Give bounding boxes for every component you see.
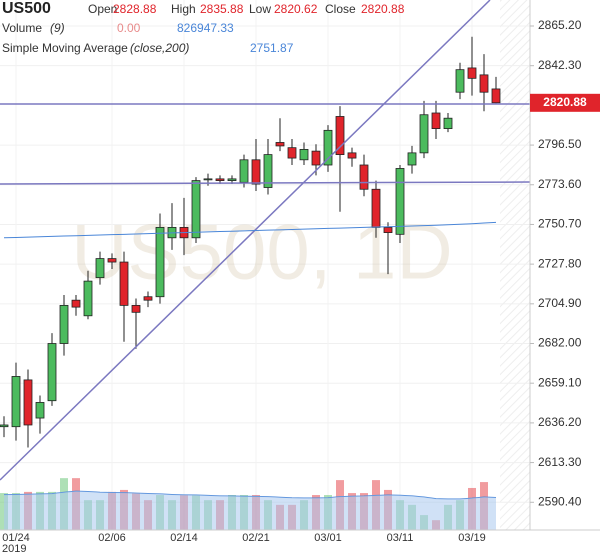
candle-body: [263, 154, 273, 188]
candle-body: [107, 258, 117, 263]
price-tag-label: 2820.88: [543, 95, 587, 109]
candle-body: [323, 129, 333, 166]
candle-body: [203, 178, 213, 181]
candle-body: [431, 112, 441, 130]
candle-body: [35, 402, 45, 419]
candle-body: [155, 226, 165, 298]
candle-body: [479, 74, 489, 93]
x-tick-label: 02/14: [170, 532, 198, 544]
legend-value: 0.00: [117, 21, 141, 35]
y-tick-label: 2636.20: [538, 415, 582, 429]
volume-ma-area: [4, 491, 496, 530]
candle-body: [491, 88, 501, 104]
candle-body: [239, 159, 249, 183]
year-label: 2019: [2, 543, 26, 555]
candle-body: [335, 116, 345, 155]
candle-body: [23, 379, 33, 426]
y-tick-label: 2682.00: [538, 336, 582, 350]
candle-body: [275, 142, 285, 147]
candle-body: [419, 114, 429, 154]
legend-label: Volume: [2, 21, 42, 35]
legend-label: (close,200): [130, 41, 189, 55]
candle-body: [251, 159, 261, 185]
y-tick-label: 2750.70: [538, 217, 582, 231]
legend-label: High: [171, 2, 196, 16]
legend-label: Low: [249, 2, 271, 16]
symbol: US500: [2, 0, 51, 17]
candle-body: [11, 376, 21, 428]
price-tag: [530, 93, 600, 112]
legend-label: Simple Moving Average: [2, 41, 128, 55]
y-tick-label: 2613.30: [538, 455, 582, 469]
candle-body: [83, 280, 93, 317]
candle-body: [407, 152, 417, 166]
y-tick-label: 2842.30: [538, 58, 582, 72]
legend-value: 2751.87: [250, 41, 294, 55]
legend-label: (9): [50, 21, 65, 35]
y-tick-label: 2659.10: [538, 375, 582, 389]
candle-body: [0, 424, 9, 428]
x-tick-label: 02/21: [242, 532, 270, 544]
candle-body: [143, 296, 153, 301]
legend-value: 2820.88: [361, 2, 405, 16]
candle-body: [299, 148, 309, 161]
candle-body: [227, 178, 237, 181]
y-tick-label: 2865.20: [538, 18, 582, 32]
x-tick-label: 03/19: [458, 532, 486, 544]
legend-label: Open: [88, 2, 117, 16]
y-tick-label: 2727.80: [538, 256, 582, 270]
candle-body: [215, 178, 225, 181]
candle-body: [191, 180, 201, 239]
candle-body: [347, 152, 357, 159]
candle-body: [119, 261, 129, 306]
future-area: [500, 0, 530, 530]
candle-body: [467, 67, 477, 79]
candle-body: [443, 117, 453, 130]
candle-body: [71, 299, 81, 308]
legend-value: 826947.33: [177, 21, 234, 35]
x-tick-label: 01/24: [2, 532, 30, 544]
x-tick-label: 03/11: [387, 532, 414, 544]
legend-value: 2828.88: [113, 2, 157, 16]
candle-body: [383, 226, 393, 233]
candle-body: [95, 258, 105, 279]
candle-body: [371, 188, 381, 228]
candle-body: [311, 150, 321, 166]
y-tick-label: 2704.90: [538, 296, 582, 310]
candle-body: [131, 304, 141, 313]
y-tick-label: 2796.50: [538, 137, 582, 151]
candle-body: [47, 343, 57, 402]
candle-body: [59, 304, 69, 344]
x-tick-label: 02/06: [98, 532, 126, 544]
horizontal-line: [0, 181, 531, 185]
candle-body: [287, 147, 297, 159]
legend-value: 2835.88: [200, 2, 244, 16]
candle-body: [359, 164, 369, 190]
y-tick-label: 2590.40: [538, 494, 582, 508]
legend-value: 2820.62: [274, 2, 318, 16]
y-tick-label: 2773.60: [538, 177, 582, 191]
watermark: US500, 1D: [71, 208, 453, 296]
x-tick-label: 03/01: [314, 532, 342, 544]
candle-body: [395, 168, 405, 235]
trend-line: [0, 0, 491, 481]
sma-line: [3, 221, 497, 239]
legend-label: Close: [325, 2, 356, 16]
candle-body: [455, 69, 465, 93]
